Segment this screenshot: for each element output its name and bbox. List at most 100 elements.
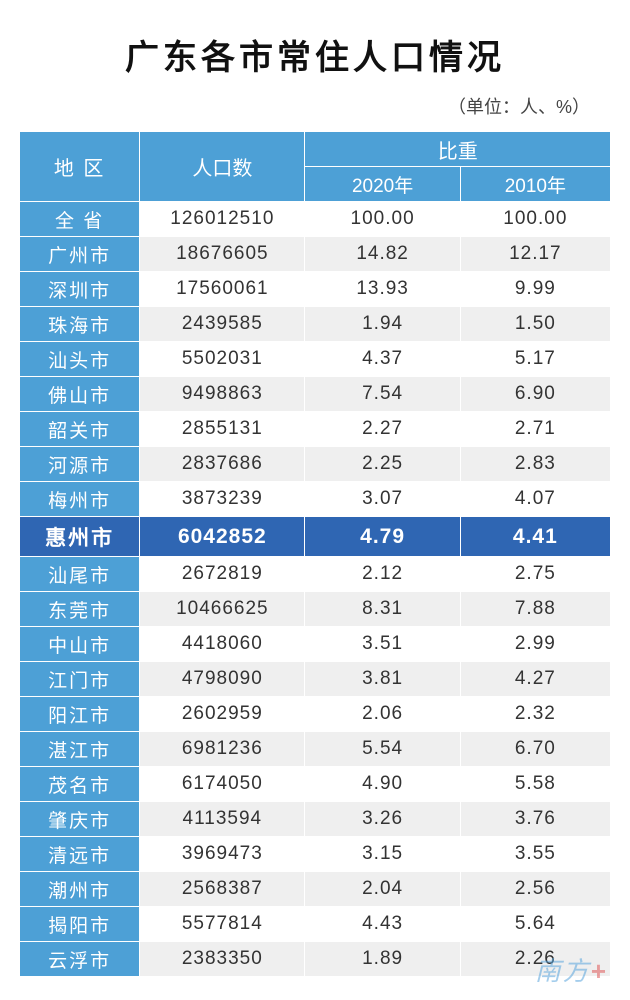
cell-region: 阳江市 xyxy=(20,697,140,732)
table-row: 中山市44180603.512.99 xyxy=(20,627,611,662)
cell-p2010: 2.32 xyxy=(460,697,610,732)
cell-population: 2383350 xyxy=(140,942,305,977)
table-row: 湛江市69812365.546.70 xyxy=(20,732,611,767)
cell-region: 肇庆市 xyxy=(20,802,140,837)
th-region: 地 区 xyxy=(20,132,140,202)
cell-region: 湛江市 xyxy=(20,732,140,767)
cell-p2010: 5.17 xyxy=(460,342,610,377)
cell-p2020: 4.37 xyxy=(305,342,460,377)
table-row: 惠州市60428524.794.41 xyxy=(20,517,611,557)
cell-p2020: 4.90 xyxy=(305,767,460,802)
cell-p2010: 6.70 xyxy=(460,732,610,767)
cell-population: 9498863 xyxy=(140,377,305,412)
table-row: 汕头市55020314.375.17 xyxy=(20,342,611,377)
watermark: 南方+ xyxy=(535,951,608,988)
th-proportion: 比重 xyxy=(305,132,611,167)
cell-p2010: 4.07 xyxy=(460,482,610,517)
cell-p2010: 5.64 xyxy=(460,907,610,942)
page-title: 广东各市常住人口情况 xyxy=(0,0,630,93)
table-row: 揭阳市55778144.435.64 xyxy=(20,907,611,942)
cell-p2020: 4.43 xyxy=(305,907,460,942)
cell-p2010: 7.88 xyxy=(460,592,610,627)
cell-region: 江门市 xyxy=(20,662,140,697)
cell-p2010: 2.75 xyxy=(460,557,610,592)
cell-region: 韶关市 xyxy=(20,412,140,447)
table-row: 韶关市28551312.272.71 xyxy=(20,412,611,447)
cell-population: 10466625 xyxy=(140,592,305,627)
th-2010: 2010年 xyxy=(460,167,610,202)
watermark-text: 南方 xyxy=(535,956,591,986)
cell-population: 2837686 xyxy=(140,447,305,482)
th-population: 人口数 xyxy=(140,132,305,202)
cell-region: 深圳市 xyxy=(20,272,140,307)
table-row: 阳江市26029592.062.32 xyxy=(20,697,611,732)
cell-p2010: 2.83 xyxy=(460,447,610,482)
cell-p2020: 2.12 xyxy=(305,557,460,592)
cell-population: 5577814 xyxy=(140,907,305,942)
cell-region: 珠海市 xyxy=(20,307,140,342)
cell-population: 2672819 xyxy=(140,557,305,592)
cell-region: 河源市 xyxy=(20,447,140,482)
cell-population: 4798090 xyxy=(140,662,305,697)
cell-p2010: 5.58 xyxy=(460,767,610,802)
table-row: 佛山市94988637.546.90 xyxy=(20,377,611,412)
th-2020: 2020年 xyxy=(305,167,460,202)
cell-p2010: 9.99 xyxy=(460,272,610,307)
table-row: 清远市39694733.153.55 xyxy=(20,837,611,872)
table-row: 江门市47980903.814.27 xyxy=(20,662,611,697)
cell-p2020: 2.04 xyxy=(305,872,460,907)
table-row: 汕尾市26728192.122.75 xyxy=(20,557,611,592)
cell-p2010: 3.76 xyxy=(460,802,610,837)
cell-population: 2855131 xyxy=(140,412,305,447)
cell-population: 5502031 xyxy=(140,342,305,377)
cell-p2020: 1.94 xyxy=(305,307,460,342)
cell-p2020: 100.00 xyxy=(305,202,460,237)
table-row: 东莞市104666258.317.88 xyxy=(20,592,611,627)
cell-region: 茂名市 xyxy=(20,767,140,802)
cell-p2020: 2.06 xyxy=(305,697,460,732)
cell-population: 4113594 xyxy=(140,802,305,837)
cell-p2010: 100.00 xyxy=(460,202,610,237)
table-row: 云浮市23833501.892.26 xyxy=(20,942,611,977)
cell-population: 2568387 xyxy=(140,872,305,907)
cell-region: 揭阳市 xyxy=(20,907,140,942)
cell-p2010: 1.50 xyxy=(460,307,610,342)
cell-region: 汕尾市 xyxy=(20,557,140,592)
unit-label: （单位：人、%） xyxy=(0,93,630,131)
cell-p2020: 14.82 xyxy=(305,237,460,272)
cell-p2010: 2.56 xyxy=(460,872,610,907)
cell-p2020: 3.51 xyxy=(305,627,460,662)
cell-region: 清远市 xyxy=(20,837,140,872)
cell-p2020: 5.54 xyxy=(305,732,460,767)
cell-p2010: 2.71 xyxy=(460,412,610,447)
cell-p2020: 1.89 xyxy=(305,942,460,977)
cell-region: 潮州市 xyxy=(20,872,140,907)
cell-region: 汕头市 xyxy=(20,342,140,377)
cell-p2010: 12.17 xyxy=(460,237,610,272)
table-row: 全 省126012510100.00100.00 xyxy=(20,202,611,237)
cell-p2020: 4.79 xyxy=(305,517,460,557)
cell-p2020: 3.81 xyxy=(305,662,460,697)
watermark-plus: + xyxy=(591,956,608,986)
cell-population: 3969473 xyxy=(140,837,305,872)
cell-region: 中山市 xyxy=(20,627,140,662)
cell-population: 6174050 xyxy=(140,767,305,802)
cell-region: 东莞市 xyxy=(20,592,140,627)
cell-p2010: 4.27 xyxy=(460,662,610,697)
cell-population: 17560061 xyxy=(140,272,305,307)
cell-region: 广州市 xyxy=(20,237,140,272)
table-row: 河源市28376862.252.83 xyxy=(20,447,611,482)
cell-p2020: 3.26 xyxy=(305,802,460,837)
cell-p2010: 2.99 xyxy=(460,627,610,662)
cell-p2020: 13.93 xyxy=(305,272,460,307)
cell-population: 126012510 xyxy=(140,202,305,237)
table-row: 茂名市61740504.905.58 xyxy=(20,767,611,802)
cell-p2010: 6.90 xyxy=(460,377,610,412)
cell-region: 全 省 xyxy=(20,202,140,237)
cell-p2020: 8.31 xyxy=(305,592,460,627)
cell-p2010: 3.55 xyxy=(460,837,610,872)
cell-p2010: 4.41 xyxy=(460,517,610,557)
cell-population: 6042852 xyxy=(140,517,305,557)
table-row: 梅州市38732393.074.07 xyxy=(20,482,611,517)
cell-p2020: 7.54 xyxy=(305,377,460,412)
